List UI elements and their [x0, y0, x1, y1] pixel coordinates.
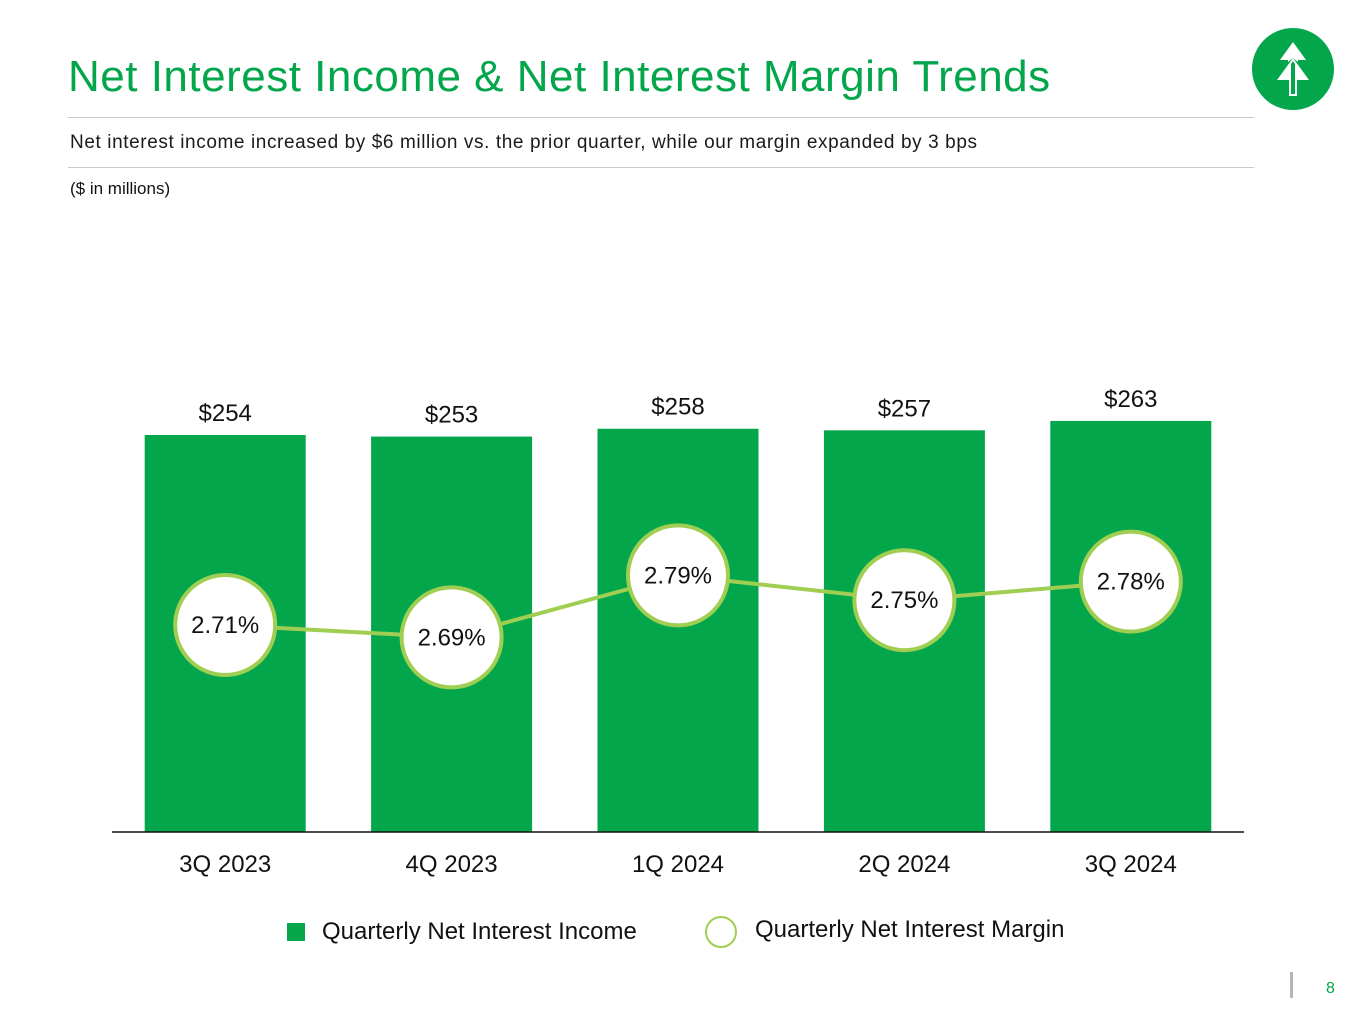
page-title: Net Interest Income & Net Interest Margi…	[68, 52, 1051, 101]
nim-point	[852, 548, 957, 653]
nii-bar-label: $258	[651, 394, 704, 421]
nim-point-label: 2.75%	[870, 587, 938, 614]
nim-point	[626, 523, 730, 628]
nim-point	[173, 573, 278, 677]
chart-legend: Quarterly Net Interest Income Quarterly …	[0, 915, 1365, 955]
slide-subtitle: Net interest income increased by $6 mill…	[70, 132, 978, 153]
title-divider	[68, 117, 1254, 118]
category-label: 3Q 2024	[1085, 851, 1177, 878]
legend-bar-label: Quarterly Net Interest Income	[322, 918, 637, 945]
legend-line-swatch	[705, 916, 737, 948]
subtitle-divider	[68, 167, 1254, 168]
category-label: 4Q 2023	[406, 851, 498, 878]
units-note: ($ in millions)	[70, 179, 171, 198]
legend-line-label: Quarterly Net Interest Margin	[755, 916, 1065, 943]
page-number-divider	[1290, 972, 1293, 998]
nii-bar	[597, 428, 759, 832]
category-label: 3Q 2023	[179, 851, 271, 878]
nim-point-label: 2.69%	[418, 624, 486, 651]
nim-point	[399, 585, 504, 690]
nim-point-label: 2.79%	[644, 562, 712, 589]
nii-bar-label: $263	[1104, 386, 1157, 413]
page-number: 8	[1326, 980, 1335, 997]
tree-logo-icon	[1252, 28, 1334, 110]
nii-bar-label: $253	[425, 402, 478, 429]
category-label: 2Q 2024	[858, 851, 950, 878]
nii-bar-label: $254	[199, 400, 252, 427]
category-label: 1Q 2024	[632, 851, 724, 878]
nim-point-label: 2.71%	[191, 612, 259, 639]
nii-bar-label: $257	[878, 395, 931, 422]
nim-point	[1078, 529, 1183, 634]
legend-bar-swatch	[287, 923, 305, 941]
nim-point-label: 2.78%	[1097, 569, 1165, 596]
